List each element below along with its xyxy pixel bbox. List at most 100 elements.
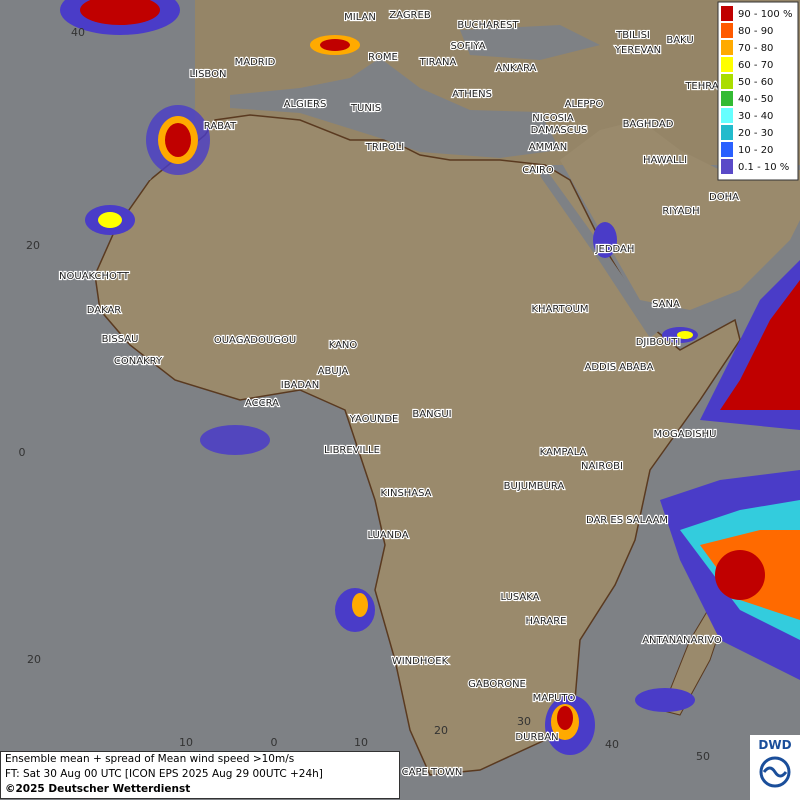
lat-label: 0 xyxy=(19,446,26,459)
footer-line: Ensemble mean + spread of Mean wind spee… xyxy=(5,753,295,765)
city-label: WINDHOEK xyxy=(392,656,449,667)
city-label: SOFIYA xyxy=(450,41,485,52)
city-label: JEDDAH xyxy=(595,244,635,255)
lon-label: 0 xyxy=(271,736,278,749)
city-label: ALGIERS xyxy=(284,99,327,110)
footer-line: FT: Sat 30 Aug 00 UTC [ICON EPS 2025 Aug… xyxy=(5,768,323,780)
city-label: BISSAU xyxy=(102,334,139,345)
legend-swatch xyxy=(721,108,733,123)
city-label: CONAKRY xyxy=(114,356,163,367)
footer: Ensemble mean + spread of Mean wind spee… xyxy=(0,751,400,799)
legend-swatch xyxy=(721,74,733,89)
city-label: BAKU xyxy=(666,35,693,46)
lon-label: 40 xyxy=(605,738,619,751)
lat-label: 40 xyxy=(71,26,85,39)
city-label: HARARE xyxy=(525,616,566,627)
city-label: DAR ES SALAAM xyxy=(586,515,668,526)
city-label: TUNIS xyxy=(350,103,381,114)
africa xyxy=(94,114,741,776)
lon-label: 10 xyxy=(354,736,368,749)
city-label: ZAGREB xyxy=(389,10,431,21)
city-label: BAGHDAD xyxy=(623,119,674,130)
lat-label: 20 xyxy=(26,239,40,252)
footer-line: ©2025 Deutscher Wetterdienst xyxy=(5,783,191,795)
city-label: ADDIS ABABA xyxy=(585,362,654,373)
mediterranean xyxy=(230,58,560,158)
city-label: KHARTOUM xyxy=(531,304,588,315)
city-label: RABAT xyxy=(204,121,237,132)
city-label: RIYADH xyxy=(662,206,699,217)
city-label: ALEPPO xyxy=(565,99,604,110)
city-label: HAWALLI xyxy=(643,155,687,166)
lon-label: 50 xyxy=(696,750,710,763)
legend-label: 10 - 20 xyxy=(738,145,773,156)
arabia xyxy=(560,120,800,310)
legend-label: 90 - 100 % xyxy=(738,9,792,20)
city-label: DAMASCUS xyxy=(531,125,588,136)
city-label: ROME xyxy=(368,52,398,63)
city-label: AMMAN xyxy=(529,142,567,153)
city-label: MADRID xyxy=(235,57,276,68)
city-label: DOHA xyxy=(709,192,739,203)
city-label: ABUJA xyxy=(318,366,349,377)
legend-label: 30 - 40 xyxy=(738,111,773,122)
city-label: ATHENS xyxy=(452,89,492,100)
city-label: TBILISI xyxy=(615,30,650,41)
city-label: TIRANA xyxy=(419,57,457,68)
legend-label: 40 - 50 xyxy=(738,94,773,105)
legend-label: 50 - 60 xyxy=(738,77,773,88)
city-label: KANO xyxy=(329,340,358,351)
city-labels: MILAN ZAGREB BUCHAREST TBILISI BAKU SOFIYA YER… xyxy=(58,9,740,779)
city-label: GABORONE xyxy=(468,679,526,690)
legend-label: 80 - 90 xyxy=(738,26,773,37)
logo-text: DWD xyxy=(758,738,792,752)
logo-icon xyxy=(759,756,791,788)
city-label: ACCRA xyxy=(245,398,279,409)
city-label: LISBON xyxy=(190,69,227,80)
city-label: BUCHAREST xyxy=(457,20,519,31)
wind-field xyxy=(60,0,800,755)
black-sea xyxy=(460,25,600,60)
legend: 90 - 100 % 80 - 90 70 - 80 60 - 70 50 - 60 40… xyxy=(717,1,799,181)
city-label: LIBREVILLE xyxy=(324,445,380,456)
city-label: LUSAKA xyxy=(501,592,540,603)
city-label: YEREVAN xyxy=(614,45,661,56)
city-label: NAIROBI xyxy=(581,461,623,472)
legend-label: 0.1 - 10 % xyxy=(738,162,789,173)
city-label: LUANDA xyxy=(367,530,408,541)
city-label: OUAGADOUGOU xyxy=(214,335,296,346)
legend-swatch xyxy=(721,6,733,21)
city-label: NICOSIA xyxy=(532,113,574,124)
legend-swatch xyxy=(721,125,733,140)
legend-swatch xyxy=(721,57,733,72)
city-label: YAOUNDE xyxy=(349,414,399,425)
city-label: MAPUTO xyxy=(533,693,576,704)
city-label: MILAN xyxy=(344,12,376,23)
lon-label: 20 xyxy=(434,724,448,737)
city-label: DJIBOUTI xyxy=(636,337,681,348)
city-label: CAPE TOWN xyxy=(402,767,463,778)
city-label: BANGUI xyxy=(412,409,451,420)
lon-label: 10 xyxy=(179,736,193,749)
logo: DWD xyxy=(750,735,800,800)
city-label: ANTANANARIVO xyxy=(642,635,722,646)
city-label: BUJUMBURA xyxy=(504,481,565,492)
city-label: DURBAN xyxy=(515,732,558,743)
city-label: MOGADISHU xyxy=(654,429,717,440)
city-label: DAKAR xyxy=(87,305,122,316)
city-label: IBADAN xyxy=(281,380,320,391)
city-label: KINSHASA xyxy=(380,488,431,499)
legend-swatch xyxy=(721,159,733,174)
atlantic-north xyxy=(0,0,195,180)
city-label: KAMPALA xyxy=(540,447,587,458)
city-label: CAIRO xyxy=(522,165,554,176)
city-label: SANA xyxy=(652,299,680,310)
legend-label: 20 - 30 xyxy=(738,128,773,139)
city-label: TEHRA xyxy=(684,81,718,92)
lat-label: 20 xyxy=(27,653,41,666)
legend-label: 70 - 80 xyxy=(738,43,773,54)
legend-swatch xyxy=(721,23,733,38)
city-label: NOUAKCHOTT xyxy=(59,271,130,282)
